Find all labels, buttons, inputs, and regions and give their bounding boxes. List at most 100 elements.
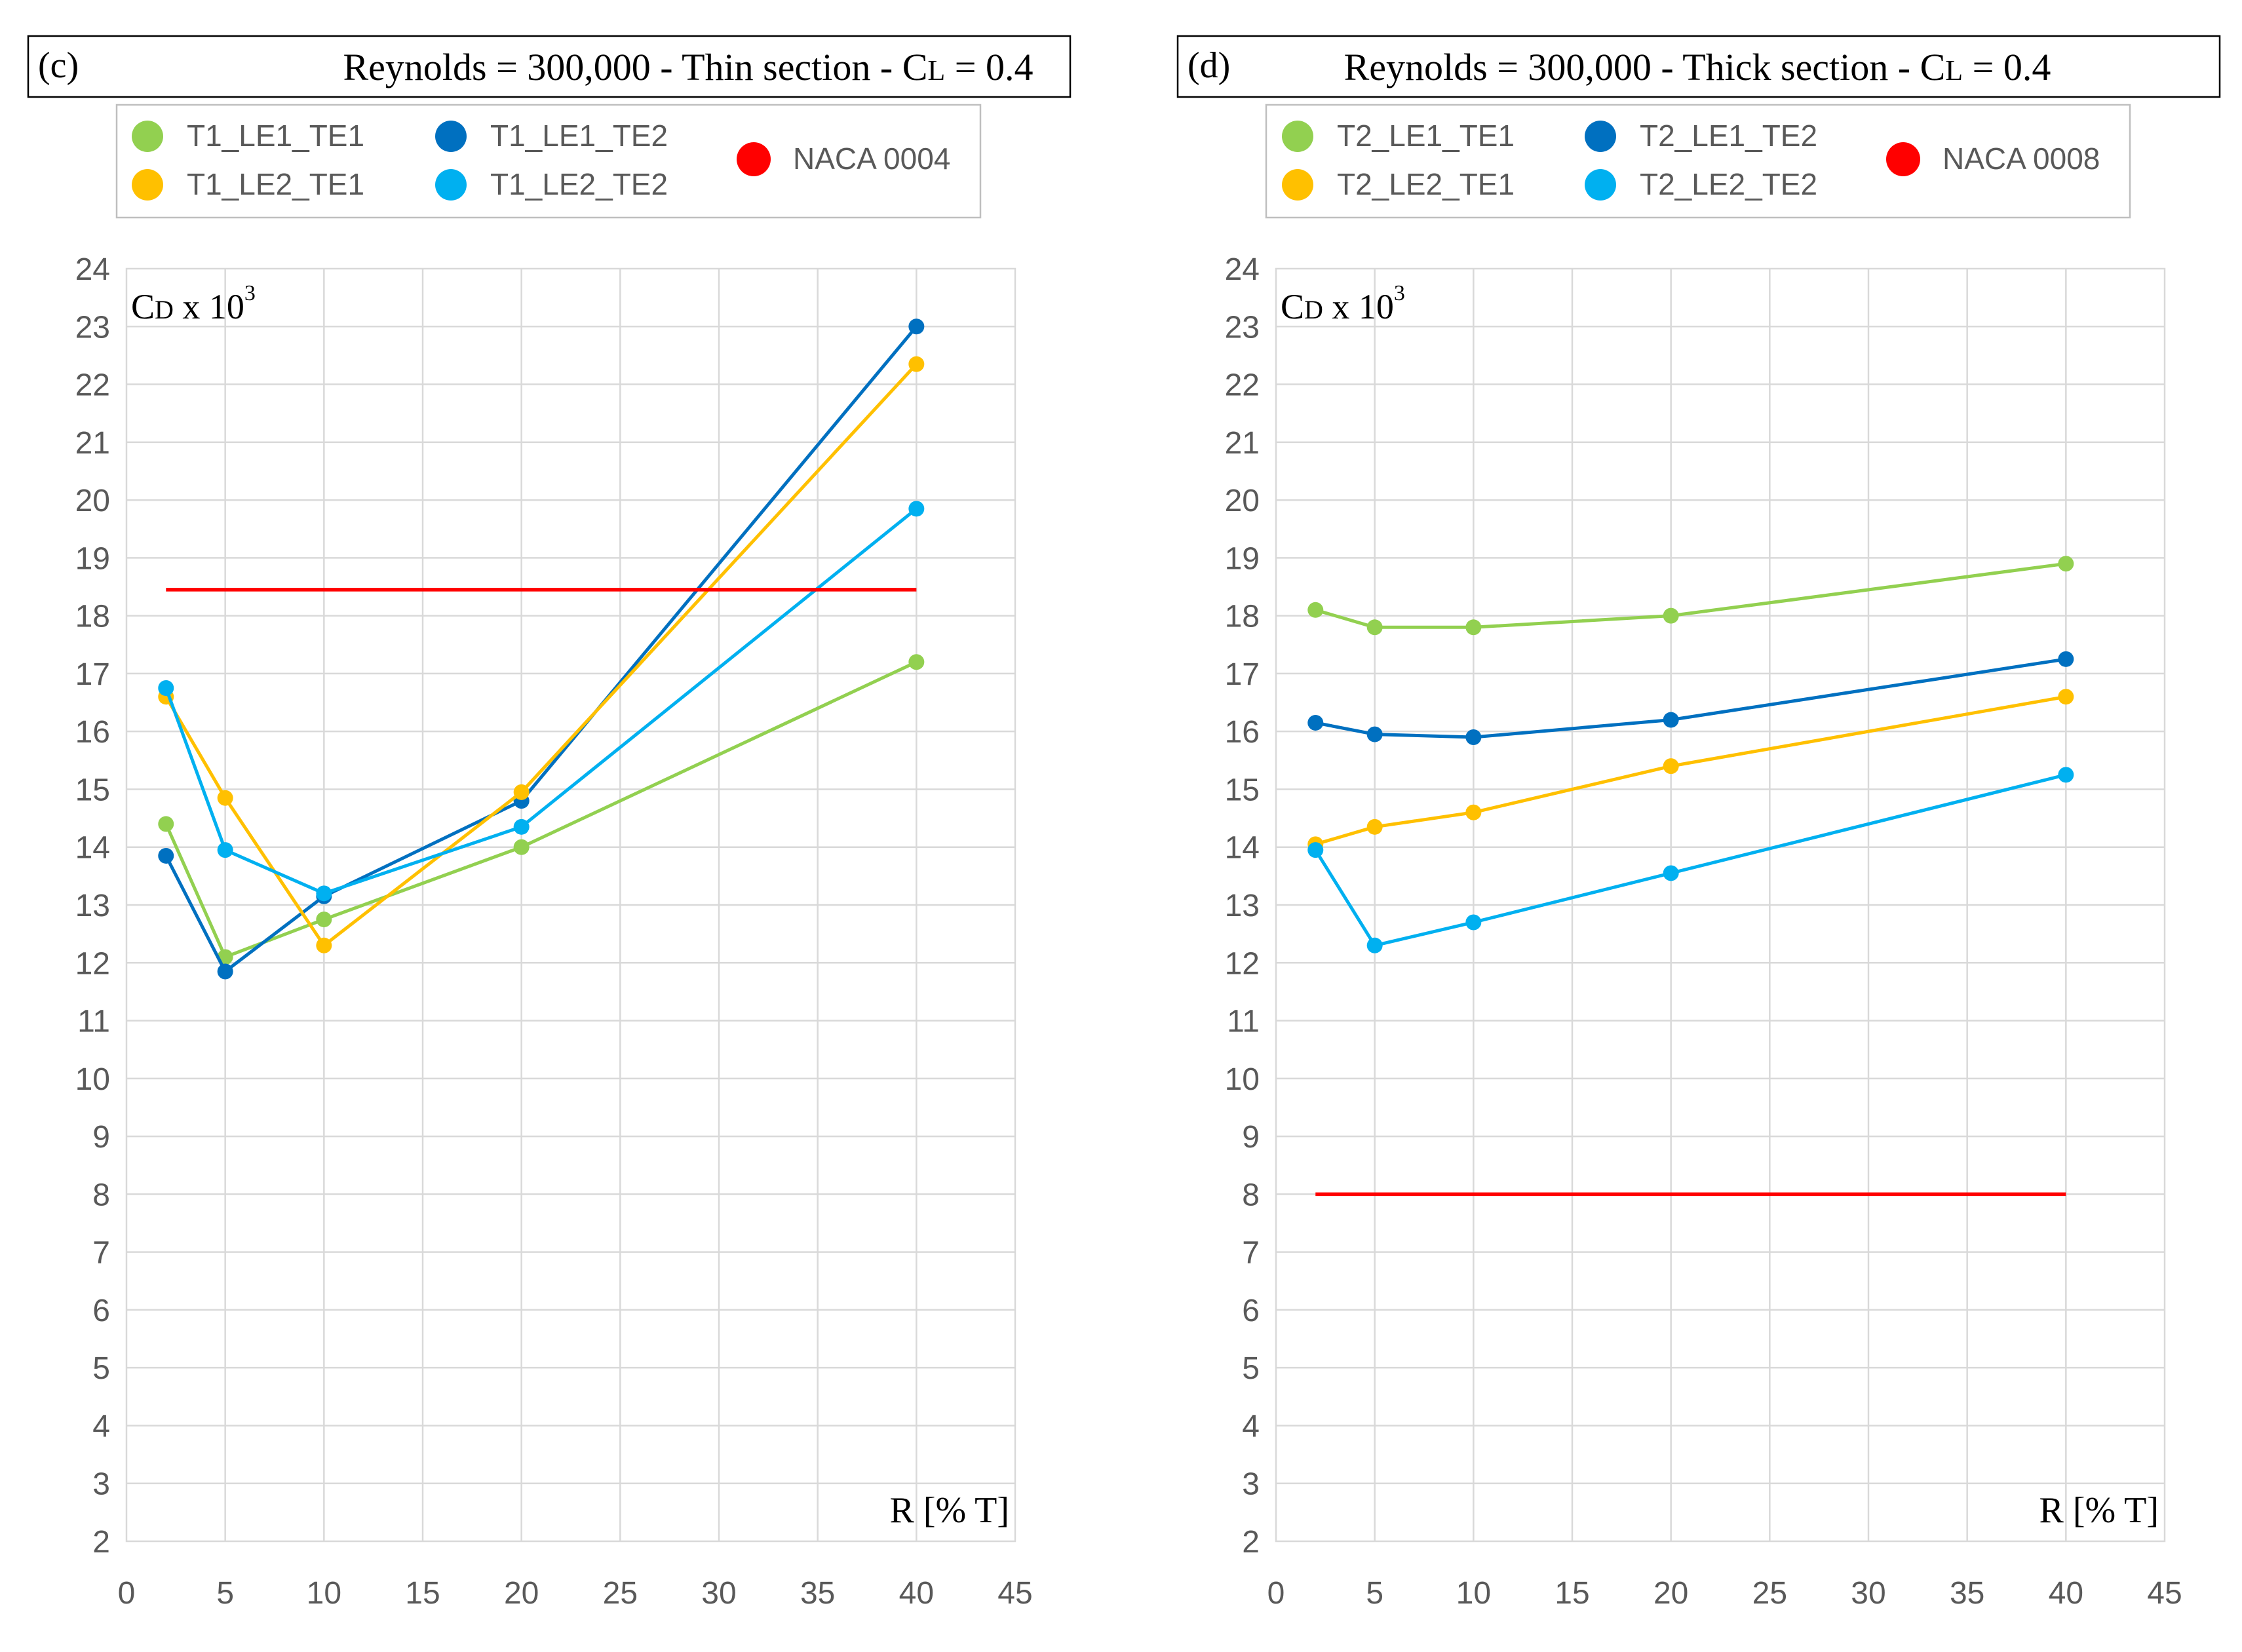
data-point-t2-le2-te2 bbox=[2058, 767, 2074, 783]
panel-c-ytick-label: 2 bbox=[92, 1525, 110, 1560]
data-point-t1-le2-te2 bbox=[217, 842, 233, 858]
data-point-t1-le1-te2 bbox=[908, 318, 925, 335]
panel-d-ytick-label: 18 bbox=[1225, 600, 1260, 634]
panel-c-ytick-label: 17 bbox=[75, 657, 110, 692]
data-point-t1-le2-te2 bbox=[158, 680, 174, 696]
panel-c-ytick-label: 9 bbox=[92, 1120, 110, 1155]
panel-c: (c) Reynolds = 300,000 - Thin section - … bbox=[27, 35, 1072, 1611]
legend-marker-T2_LE1_TE1 bbox=[1282, 121, 1313, 152]
panel-c-xtick-label: 5 bbox=[216, 1576, 234, 1611]
panel-c-ytick-label: 22 bbox=[75, 368, 110, 403]
panel-c-ytick-label: 10 bbox=[75, 1062, 110, 1097]
data-point-t2-le1-te1 bbox=[2058, 556, 2074, 572]
panel-d-xtick-label: 25 bbox=[1752, 1576, 1787, 1611]
panel-d-xtick-label: 20 bbox=[1653, 1576, 1688, 1611]
panel-c-title: Reynolds = 300,000 - Thin section - CL =… bbox=[343, 46, 1033, 88]
panel-c-ytick-label: 3 bbox=[92, 1467, 110, 1502]
data-point-t1-le1-te2 bbox=[158, 847, 174, 864]
legend-label-T2_LE1_TE2: T2_LE1_TE2 bbox=[1640, 119, 1817, 153]
data-point-t2-le2-te2 bbox=[1663, 865, 1679, 881]
panel-c-label: (c) bbox=[38, 45, 79, 86]
panel-c-ytick-label: 13 bbox=[75, 889, 110, 923]
data-point-t2-le1-te2 bbox=[1663, 712, 1679, 728]
panel-c-ytick-label: 20 bbox=[75, 484, 110, 518]
legend-marker-T2_LE1_TE2 bbox=[1585, 121, 1616, 152]
panel-d-series bbox=[1307, 556, 2074, 1197]
data-point-t2-le2-te2 bbox=[1465, 914, 1482, 931]
data-point-t2-le1-te2 bbox=[1465, 729, 1482, 746]
panel-c-xtick-label: 30 bbox=[701, 1576, 736, 1611]
legend-marker-T1_LE1_TE2 bbox=[435, 121, 467, 152]
panel-c-xtick-label: 20 bbox=[504, 1576, 539, 1611]
legend-marker-T2_LE2_TE1 bbox=[1282, 169, 1313, 201]
data-point-t2-le1-te2 bbox=[1366, 726, 1383, 742]
legend-marker-T1_LE2_TE1 bbox=[132, 169, 163, 201]
panel-c-xlabel: R [% T] bbox=[890, 1490, 1010, 1531]
panel-d-ytick-label: 19 bbox=[1225, 541, 1260, 576]
panel-c-ytick-label: 6 bbox=[92, 1294, 110, 1328]
panel-d-ytick-label: 24 bbox=[1225, 252, 1260, 287]
data-point-t2-le1-te1 bbox=[1663, 607, 1679, 624]
panel-d-ytick-label: 17 bbox=[1225, 657, 1260, 692]
legend-marker-T2_LE2_TE2 bbox=[1585, 169, 1616, 201]
panel-d-ytick-label: 13 bbox=[1225, 889, 1260, 923]
panel-d-xtick-label: 45 bbox=[2147, 1576, 2182, 1611]
panel-d-ytick-label: 12 bbox=[1225, 946, 1260, 981]
panel-d-ytick-label: 15 bbox=[1225, 773, 1260, 807]
panel-d-xtick-label: 10 bbox=[1456, 1576, 1491, 1611]
data-point-t1-le1-te1 bbox=[513, 839, 530, 855]
panel-d-ytick-label: 7 bbox=[1242, 1236, 1260, 1271]
panel-c-series bbox=[158, 318, 925, 980]
panel-c-ytick-label: 7 bbox=[92, 1236, 110, 1271]
panel-d-ytick-label: 3 bbox=[1242, 1467, 1260, 1502]
data-point-t2-le2-te1 bbox=[1663, 758, 1679, 775]
panel-c-ytick-label: 11 bbox=[77, 1005, 110, 1039]
panel-d-xtick-label: 40 bbox=[2049, 1576, 2083, 1611]
data-point-t1-le2-te1 bbox=[217, 790, 233, 806]
panel-d-ytick-label: 23 bbox=[1225, 310, 1260, 345]
legend-label-T1_LE1_TE2: T1_LE1_TE2 bbox=[490, 119, 668, 153]
data-point-t2-le1-te2 bbox=[2058, 651, 2074, 667]
panel-c-ytick-label: 12 bbox=[75, 946, 110, 981]
legend-marker-NACA-0004 bbox=[737, 142, 771, 176]
panel-d-ytick-label: 5 bbox=[1242, 1351, 1260, 1386]
panel-d-xtick-label: 35 bbox=[1950, 1576, 1984, 1611]
panel-d-ytick-label: 11 bbox=[1227, 1005, 1260, 1039]
panel-d-ytick-label: 9 bbox=[1242, 1120, 1260, 1155]
legend-marker-T1_LE2_TE2 bbox=[435, 169, 467, 201]
panel-d-title: Reynolds = 300,000 - Thick section - CL … bbox=[1344, 46, 2051, 88]
panel-c-ytick-label: 24 bbox=[75, 252, 110, 287]
panel-c-gridlines bbox=[126, 269, 1015, 1541]
panel-d-legend bbox=[1265, 104, 2131, 219]
legend-label-T2_LE2_TE2: T2_LE2_TE2 bbox=[1640, 167, 1817, 201]
data-point-t2-le1-te1 bbox=[1366, 619, 1383, 636]
panel-d-gridlines bbox=[1276, 269, 2165, 1541]
panel-c-xtick-label: 45 bbox=[997, 1576, 1032, 1611]
panel-c-ytick-label: 18 bbox=[75, 600, 110, 634]
data-point-t2-le1-te1 bbox=[1307, 602, 1324, 618]
data-point-t2-le1-te1 bbox=[1465, 619, 1482, 636]
data-point-t2-le2-te1 bbox=[1366, 818, 1383, 835]
panel-d-xlabel: R [% T] bbox=[2039, 1490, 2159, 1531]
panel-c-ytick-label: 15 bbox=[75, 773, 110, 807]
panel-d-ytick-label: 14 bbox=[1225, 831, 1260, 866]
data-point-t2-le2-te2 bbox=[1307, 842, 1324, 858]
panel-c-xtick-label: 15 bbox=[405, 1576, 440, 1611]
panel-c-ylabel: CD x 103 bbox=[131, 281, 256, 326]
data-point-t2-le2-te1 bbox=[2058, 689, 2074, 705]
data-point-t1-le2-te2 bbox=[908, 501, 925, 517]
legend-label-NACA-0004: NACA 0004 bbox=[793, 142, 950, 176]
panel-c-ytick-label: 16 bbox=[75, 715, 110, 750]
panel-d-ylabel: CD x 103 bbox=[1281, 281, 1405, 326]
panel-c-ytick-label: 8 bbox=[92, 1178, 110, 1212]
legend-label-T1_LE1_TE1: T1_LE1_TE1 bbox=[187, 119, 364, 153]
panel-d: (d) Reynolds = 300,000 - Thick section -… bbox=[1176, 35, 2221, 1611]
data-point-t2-le2-te2 bbox=[1366, 937, 1383, 953]
legend-label-T1_LE2_TE1: T1_LE2_TE1 bbox=[187, 167, 364, 201]
panel-d-ytick-label: 6 bbox=[1242, 1294, 1260, 1328]
data-point-t2-le2-te1 bbox=[1465, 804, 1482, 820]
legend-marker-T1_LE1_TE1 bbox=[132, 121, 163, 152]
data-point-t1-le2-te1 bbox=[513, 784, 530, 800]
